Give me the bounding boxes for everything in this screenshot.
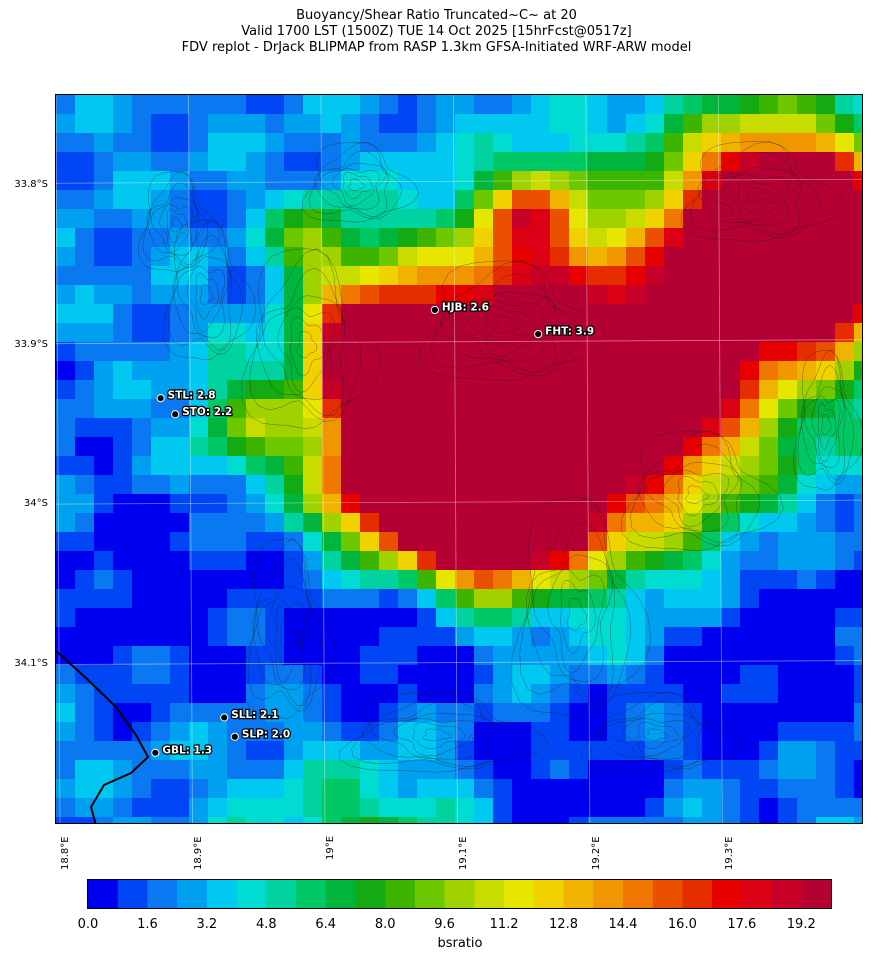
map-canvas: HJB: 2.6 FHT: 3.9 STL: 2.8 STO: 2.2 SLL: 2.1… <box>56 95 862 823</box>
colorbar-tick-label: 6.4 <box>315 917 337 932</box>
station-dot <box>230 732 239 741</box>
station-label: FHT: 3.9 <box>545 326 594 338</box>
colorbar-swatch <box>593 880 624 908</box>
colorbar-swatch <box>414 880 446 908</box>
map-title-line-3: FDV replot - DrJack BLIPMAP from RASP 1.… <box>181 40 692 55</box>
station-sll[interactable]: SLL: 2.1 <box>220 708 280 722</box>
map-plot-area[interactable]: HJB: 2.6 FHT: 3.9 STL: 2.8 STO: 2.2 SLL: 2.1… <box>55 94 863 824</box>
station-dot <box>171 410 180 419</box>
colorbar-swatch <box>771 880 802 908</box>
coastline <box>56 650 150 823</box>
colorbar-label: bsratio <box>437 936 483 951</box>
colorbar-swatch <box>682 880 713 908</box>
station-label: STO: 2.2 <box>182 406 232 418</box>
station-dot <box>151 748 160 757</box>
map-title-line-2: Valid 1700 LST (1500Z) TUE 14 Oct 2025 [… <box>241 24 632 39</box>
colorbar-tick-label: 4.8 <box>255 917 277 932</box>
colorbar <box>87 879 832 909</box>
colorbar-tick-label: 8.0 <box>374 917 396 932</box>
station-hjb[interactable]: HJB: 2.6 <box>430 300 490 315</box>
lon-label-19-1: 19.1°E <box>458 836 469 870</box>
lat-label-34-1: 34.1°S <box>14 658 48 669</box>
colorbar-swatch <box>801 880 832 908</box>
colorbar-tick-label: 1.6 <box>137 917 158 932</box>
colorbar-tick-label: 11.2 <box>489 917 519 932</box>
station-slp[interactable]: SLP: 2.0 <box>230 727 291 741</box>
colorbar-swatch <box>533 880 565 908</box>
lon-label-18-9: 18.9°E <box>193 836 204 870</box>
station-fht[interactable]: FHT: 3.9 <box>534 324 595 339</box>
lat-label-34-0: 34°S <box>23 498 48 509</box>
colorbar-swatch <box>504 880 535 908</box>
colorbar-swatch <box>266 880 297 908</box>
colorbar-tick-label: 9.6 <box>434 917 455 932</box>
station-label: STL: 2.8 <box>168 390 216 402</box>
station-dot <box>156 394 165 403</box>
lat-label-33-8: 33.8°S <box>14 179 48 190</box>
colorbar-tick-label: 14.4 <box>608 917 638 932</box>
station-label: HJB: 2.6 <box>442 301 489 313</box>
colorbar-swatch <box>474 880 505 908</box>
colorbar-tick-label: 3.2 <box>196 917 218 932</box>
colorbar-tick-label: 16.0 <box>667 917 697 932</box>
colorbar-swatch <box>147 880 178 908</box>
colorbar-swatch <box>622 880 654 908</box>
colorbar-swatch <box>712 880 743 908</box>
map-title-line-1: Buoyancy/Shear Ratio Truncated~C~ at 20 <box>296 8 577 23</box>
station-gbl[interactable]: GBL: 1.3 <box>151 743 213 758</box>
colorbar-swatch <box>355 880 386 908</box>
lat-lon-grid <box>56 95 862 823</box>
station-dot <box>534 329 543 339</box>
lon-label-19-3: 19.3°E <box>724 836 735 870</box>
colorbar-tick-label: 19.2 <box>786 917 816 932</box>
station-stl[interactable]: STL: 2.8 <box>156 389 217 403</box>
colorbar-swatch <box>236 880 267 908</box>
station-markers: HJB: 2.6 FHT: 3.9 STL: 2.8 STO: 2.2 SLL: 2.1… <box>151 300 595 758</box>
lon-label-18-8: 18.8°E <box>60 836 71 870</box>
colorbar-swatch <box>296 880 327 908</box>
lat-label-33-9: 33.9°S <box>14 339 48 350</box>
colorbar-swatch <box>563 880 594 908</box>
colorbar-swatch <box>652 880 683 908</box>
colorbar-tick-label: 17.6 <box>727 917 757 932</box>
station-sto[interactable]: STO: 2.2 <box>171 405 234 419</box>
station-label: GBL: 1.3 <box>162 744 212 756</box>
station-dot <box>430 305 439 315</box>
terrain-contours <box>138 141 862 773</box>
colorbar-swatch <box>385 880 416 908</box>
bsratio-field <box>56 95 862 823</box>
colorbar-swatch <box>88 880 119 908</box>
lon-label-19-0: 19°E <box>325 835 336 860</box>
colorbar-tick-label: 0.0 <box>77 917 99 932</box>
station-dot <box>220 713 229 722</box>
colorbar-swatch <box>444 880 475 908</box>
colorbar-swatch <box>117 880 148 908</box>
station-label: SLL: 2.1 <box>231 709 278 721</box>
colorbar-swatch <box>741 880 773 908</box>
colorbar-tick-label: 12.8 <box>549 917 578 932</box>
colorbar-swatch <box>206 880 238 908</box>
colorbar-swatches <box>88 880 832 908</box>
lon-label-19-2: 19.2°E <box>591 836 602 870</box>
station-label: SLP: 2.0 <box>242 728 290 740</box>
colorbar-swatch <box>325 880 356 908</box>
colorbar-swatch <box>177 880 208 908</box>
